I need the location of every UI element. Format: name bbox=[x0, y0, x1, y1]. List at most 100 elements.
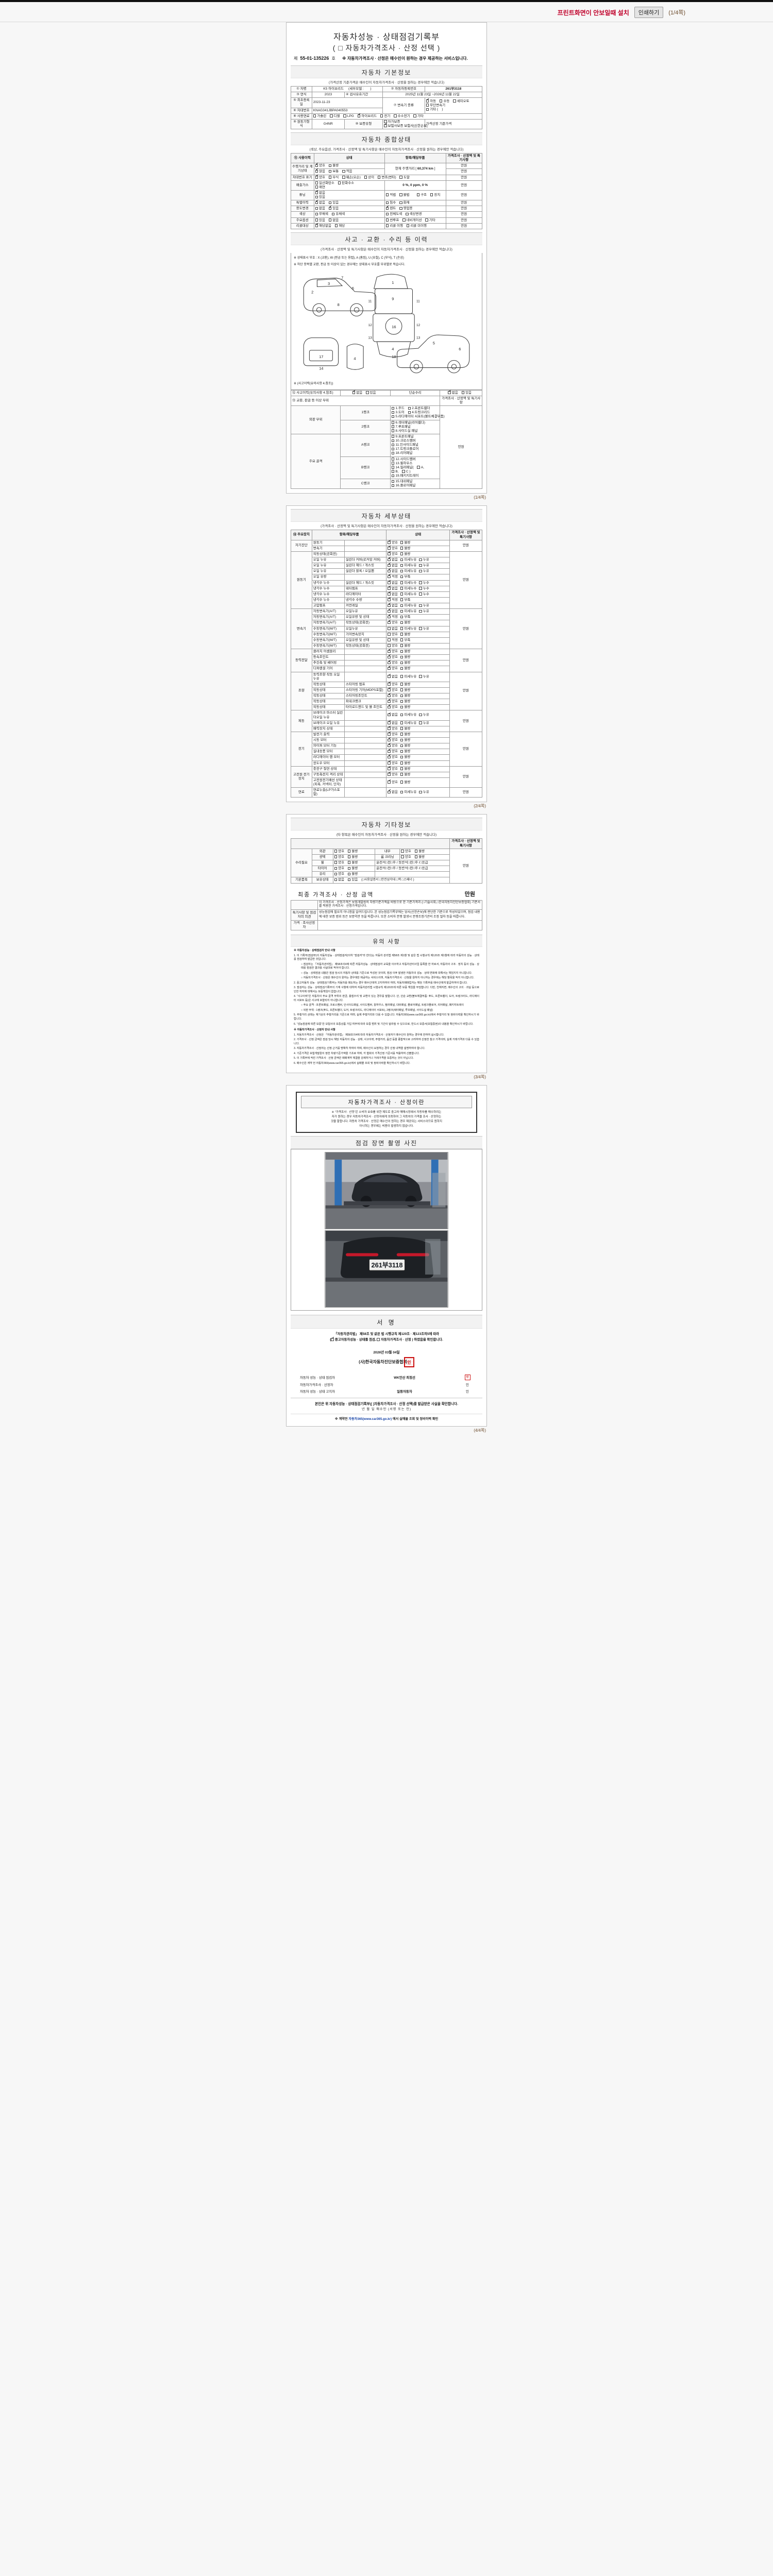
checkbox-icon[interactable] bbox=[400, 592, 404, 596]
option-bad[interactable]: 불량 bbox=[328, 164, 339, 168]
option-없음[interactable]: 없음 bbox=[388, 789, 398, 794]
checkbox-icon[interactable] bbox=[388, 615, 391, 619]
option-int-good[interactable]: 양호 bbox=[401, 850, 411, 854]
option-불량[interactable]: 불량 bbox=[400, 683, 410, 687]
checkbox-icon[interactable] bbox=[388, 779, 391, 784]
checkbox-icon[interactable] bbox=[400, 767, 404, 770]
checkbox-icon[interactable] bbox=[388, 627, 391, 630]
checkbox-icon[interactable] bbox=[400, 773, 404, 776]
checkbox-icon[interactable] bbox=[416, 193, 420, 196]
option-glass-good[interactable]: 양호 bbox=[334, 872, 344, 876]
part-quarter-panel[interactable]: 6.쿼터패널(리어휀다) bbox=[391, 421, 425, 425]
option-불량[interactable]: 불량 bbox=[400, 705, 410, 709]
option-trans-manual[interactable]: 수동 bbox=[439, 99, 449, 104]
checkbox-icon[interactable] bbox=[399, 201, 402, 205]
option-fuel-diesel[interactable]: 디젤 bbox=[330, 114, 340, 118]
option-양호[interactable]: 양호 bbox=[388, 737, 398, 742]
checkbox-icon[interactable] bbox=[400, 621, 404, 624]
option-불량[interactable]: 불량 bbox=[400, 644, 410, 648]
option-simple-yes[interactable]: 있음 bbox=[461, 391, 472, 395]
part-side-member[interactable]: 12.사이드멤버 bbox=[391, 457, 415, 462]
option-불량[interactable]: 불량 bbox=[400, 761, 410, 766]
checkbox-icon[interactable] bbox=[419, 569, 422, 573]
option-chromatic[interactable]: 유채색 bbox=[331, 212, 345, 216]
option-recall-yes[interactable]: 해당 bbox=[334, 224, 345, 228]
option-양호[interactable]: 양호 bbox=[388, 620, 398, 625]
checkbox-icon[interactable] bbox=[391, 457, 395, 461]
checkbox-icon[interactable] bbox=[400, 547, 404, 550]
checkbox-icon[interactable] bbox=[391, 425, 395, 428]
checkbox-icon[interactable] bbox=[400, 661, 404, 665]
checkbox-icon[interactable] bbox=[342, 170, 345, 173]
checkbox-icon[interactable] bbox=[400, 604, 404, 607]
checkbox-icon[interactable] bbox=[364, 176, 367, 179]
checkbox-icon[interactable] bbox=[461, 391, 465, 394]
checkbox-icon[interactable] bbox=[391, 439, 395, 442]
option-tuning-device[interactable]: 장치 bbox=[430, 193, 440, 197]
checkbox-icon[interactable] bbox=[391, 470, 395, 473]
checkbox-icon[interactable] bbox=[400, 721, 404, 724]
checkbox-icon[interactable] bbox=[388, 608, 391, 613]
checkbox-icon[interactable] bbox=[328, 201, 332, 205]
checkbox-icon[interactable] bbox=[315, 175, 318, 179]
part-pillar-a[interactable]: A, bbox=[417, 466, 424, 470]
checkbox-icon[interactable] bbox=[400, 615, 404, 619]
option-부족[interactable]: 부족 bbox=[400, 615, 410, 619]
checkbox-icon[interactable] bbox=[400, 581, 404, 584]
option-적정[interactable]: 적정 bbox=[388, 597, 398, 602]
checkbox-icon[interactable] bbox=[391, 435, 395, 438]
checkbox-icon[interactable] bbox=[400, 552, 404, 555]
checkbox-icon[interactable] bbox=[388, 620, 391, 624]
option-없음[interactable]: 없음 bbox=[388, 674, 398, 679]
checkbox-icon[interactable] bbox=[399, 207, 402, 210]
option-누유[interactable]: 누유 bbox=[419, 604, 429, 608]
option-미세누수[interactable]: 미세누수 bbox=[400, 592, 416, 597]
checkbox-icon[interactable] bbox=[400, 750, 404, 753]
part-wheel-house[interactable]: 13.휠하우스 bbox=[391, 462, 412, 466]
option-누유[interactable]: 누유 bbox=[419, 609, 429, 614]
option-co[interactable]: 일산화탄소 bbox=[315, 181, 334, 185]
part-pillar-panel[interactable]: 14.필러패널( bbox=[391, 466, 414, 470]
option-불량[interactable]: 불량 bbox=[400, 750, 410, 754]
option-불량[interactable]: 불량 bbox=[400, 733, 410, 737]
checkbox-icon[interactable] bbox=[391, 429, 395, 432]
option-누유[interactable]: 누유 bbox=[419, 627, 429, 631]
option-vin-corroded[interactable]: 부식 bbox=[328, 176, 339, 180]
checkbox-icon[interactable] bbox=[391, 480, 395, 483]
option-불량[interactable]: 불량 bbox=[400, 700, 410, 704]
option-acc-yes[interactable]: 있음 bbox=[366, 391, 376, 395]
option-fuel-gasoline[interactable]: 가솔린 bbox=[313, 114, 326, 118]
checkbox-icon[interactable] bbox=[388, 603, 391, 607]
checkbox-icon[interactable] bbox=[315, 185, 318, 189]
option-없음[interactable]: 없음 bbox=[388, 713, 398, 717]
option-vin-damaged[interactable]: 훼손(오손) bbox=[342, 176, 361, 180]
checkbox-icon[interactable] bbox=[400, 683, 404, 686]
option-flood[interactable]: 침수 bbox=[385, 201, 396, 205]
checkbox-icon[interactable] bbox=[391, 474, 395, 477]
checkbox-icon[interactable] bbox=[388, 720, 391, 724]
option-acc-none[interactable]: 없음 bbox=[352, 390, 362, 395]
option-불량[interactable]: 불량 bbox=[400, 661, 410, 665]
checkbox-icon[interactable] bbox=[334, 861, 338, 864]
option-양호[interactable]: 양호 bbox=[388, 687, 398, 692]
option-trans-cvt[interactable]: 무단변속기 bbox=[426, 104, 445, 108]
checkbox-icon[interactable] bbox=[377, 176, 381, 179]
checkbox-icon[interactable] bbox=[330, 114, 333, 117]
option-tuning-structure[interactable]: 구조 bbox=[416, 193, 427, 197]
checkbox-icon[interactable] bbox=[419, 604, 422, 607]
part-roof-panel[interactable]: 7.루프패널 bbox=[391, 425, 411, 429]
option-없음[interactable]: 없음 bbox=[388, 557, 398, 562]
option-ext-bad[interactable]: 불량 bbox=[347, 850, 358, 854]
option-양호[interactable]: 양호 bbox=[388, 779, 398, 785]
checkbox-icon[interactable] bbox=[388, 644, 391, 647]
checkbox-icon[interactable] bbox=[391, 462, 395, 465]
option-smoke[interactable]: 매연 bbox=[315, 185, 325, 190]
checkbox-icon[interactable] bbox=[400, 700, 404, 703]
option-fire[interactable]: 화재 bbox=[399, 201, 410, 205]
option-미세누유[interactable]: 미세누유 bbox=[400, 564, 416, 568]
option-없음[interactable]: 없음 bbox=[388, 591, 398, 597]
checkbox-icon[interactable] bbox=[315, 190, 318, 194]
checkbox-icon[interactable] bbox=[343, 114, 346, 117]
checkbox-icon[interactable] bbox=[400, 564, 404, 567]
option-few[interactable]: 적음 bbox=[342, 170, 352, 174]
